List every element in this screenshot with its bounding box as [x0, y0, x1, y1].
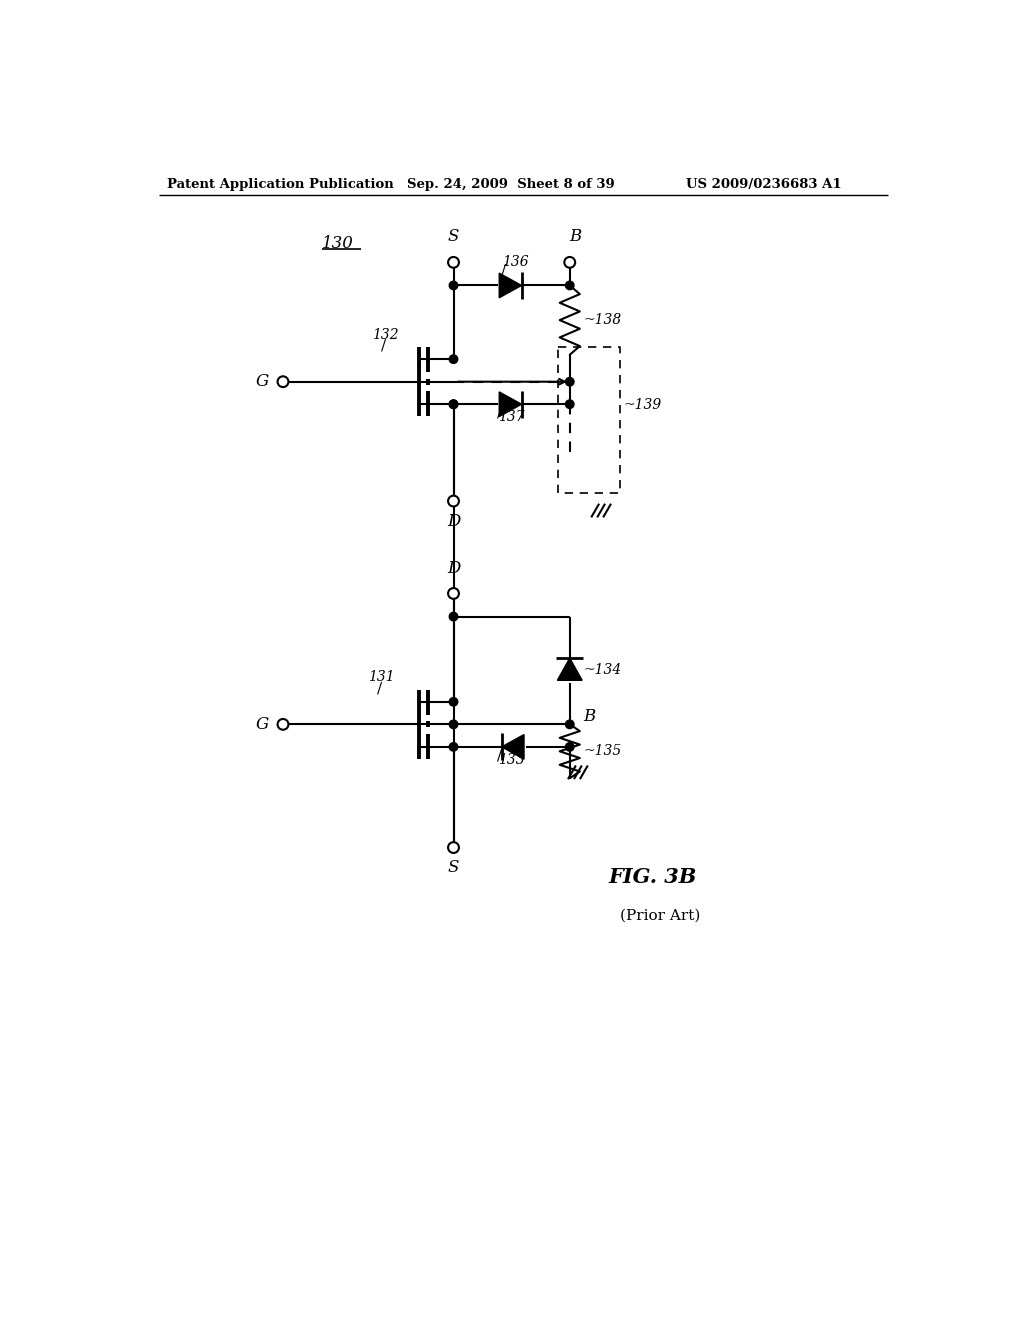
Text: /: / [498, 405, 503, 420]
Text: S: S [447, 228, 459, 246]
Text: Patent Application Publication: Patent Application Publication [167, 178, 393, 190]
Circle shape [449, 589, 459, 599]
Text: B: B [584, 708, 596, 725]
Circle shape [449, 257, 459, 268]
Text: 133: 133 [499, 752, 525, 767]
Text: 131: 131 [369, 671, 395, 684]
Text: ~135: ~135 [584, 744, 622, 758]
Text: /: / [377, 681, 382, 696]
Circle shape [450, 400, 458, 408]
Circle shape [450, 612, 458, 620]
Text: G: G [256, 715, 269, 733]
Circle shape [450, 281, 458, 289]
Text: ~134: ~134 [584, 664, 622, 677]
Text: /: / [498, 748, 503, 763]
Circle shape [278, 719, 289, 730]
Text: US 2009/0236683 A1: US 2009/0236683 A1 [686, 178, 842, 190]
Text: FIG. 3B: FIG. 3B [608, 867, 697, 887]
Text: ~139: ~139 [624, 397, 663, 412]
Circle shape [450, 355, 458, 363]
Text: D: D [446, 560, 460, 577]
Circle shape [450, 697, 458, 706]
Circle shape [449, 496, 459, 507]
Text: B: B [569, 228, 582, 246]
Circle shape [450, 721, 458, 729]
Text: D: D [446, 512, 460, 529]
Text: 136: 136 [502, 255, 528, 268]
Circle shape [449, 842, 459, 853]
Circle shape [565, 378, 574, 385]
Circle shape [564, 257, 575, 268]
Text: /: / [502, 264, 507, 277]
Circle shape [450, 743, 458, 751]
Circle shape [565, 281, 574, 289]
Circle shape [450, 400, 458, 408]
Polygon shape [500, 273, 521, 298]
Polygon shape [500, 392, 521, 417]
Circle shape [565, 721, 574, 729]
Text: 130: 130 [322, 235, 353, 252]
Circle shape [278, 376, 289, 387]
Text: /: / [381, 338, 386, 352]
Text: 137: 137 [499, 411, 525, 425]
Text: G: G [256, 374, 269, 391]
Polygon shape [557, 659, 583, 680]
Text: S: S [447, 859, 459, 876]
Circle shape [565, 743, 574, 751]
Polygon shape [502, 734, 524, 759]
Circle shape [565, 400, 574, 408]
Text: 132: 132 [372, 327, 398, 342]
Text: (Prior Art): (Prior Art) [621, 909, 700, 923]
Text: ~138: ~138 [584, 313, 622, 327]
Text: Sep. 24, 2009  Sheet 8 of 39: Sep. 24, 2009 Sheet 8 of 39 [407, 178, 614, 190]
